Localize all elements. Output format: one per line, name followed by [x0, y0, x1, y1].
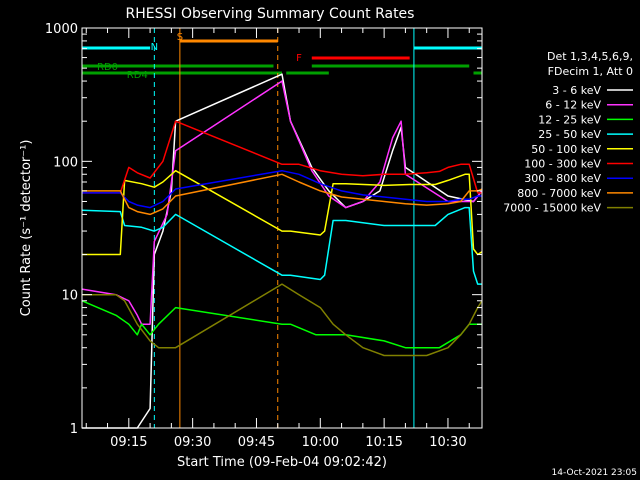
x-tick-label: 09:45	[238, 435, 275, 450]
annotation-rd0: RD0	[97, 62, 118, 73]
y-tick-label: 100	[53, 155, 78, 170]
legend-label: 300 - 800 keV	[524, 172, 601, 185]
legend-label: 12 - 25 keV	[538, 113, 601, 126]
legend-label: 6 - 12 keV	[545, 99, 601, 112]
series-line-8	[82, 283, 483, 357]
y-tick-label: 1000	[45, 22, 78, 37]
x-axis-label: Start Time (09-Feb-04 09:02:42)	[177, 455, 387, 470]
legend-label: 50 - 100 keV	[531, 143, 601, 156]
annotation-n: N	[151, 42, 158, 53]
x-tick-label: 10:15	[365, 435, 402, 450]
series-line-7	[82, 173, 483, 216]
legend-label: 100 - 300 keV	[524, 158, 601, 171]
y-axis-ticks: 1 10 100 1000	[45, 22, 482, 437]
series-line-5	[82, 120, 482, 194]
y-axis-label: Count Rate (s⁻¹ detector⁻¹)	[19, 140, 34, 317]
vertical-markers	[153, 28, 483, 428]
x-tick-label: 09:15	[110, 435, 147, 450]
legend-label: 800 - 7000 keV	[517, 187, 601, 200]
series-line-3	[81, 206, 482, 285]
legend-header-line-1: Det 1,3,4,5,6,9,	[547, 50, 633, 63]
x-tick-label: 10:00	[302, 435, 339, 450]
annotation-rd4: RD4	[127, 70, 148, 81]
series-line-2	[81, 300, 482, 349]
legend: Det 1,3,4,5,6,9, FDecim 1, Att 0 3 - 6 k…	[503, 50, 633, 215]
annotation-s: S	[177, 32, 183, 43]
legend-label: 7000 - 15000 keV	[503, 202, 601, 215]
series-line-6	[82, 169, 482, 209]
x-tick-label: 10:30	[429, 435, 466, 450]
annotations: S N F RD0 RD4	[97, 32, 302, 81]
plot-frame	[81, 27, 483, 429]
series-line-1	[81, 80, 483, 325]
legend-header-line-2: FDecim 1, Att 0	[548, 65, 633, 78]
series-line-0	[82, 73, 483, 429]
chart-title: RHESSI Observing Summary Count Rates	[126, 6, 415, 22]
x-axis-ticks: 09:15 09:30 09:45 10:00 10:15 10:30	[85, 28, 470, 450]
x-tick-label: 09:30	[174, 435, 211, 450]
y-tick-label: 10	[61, 289, 78, 304]
series-line-4	[82, 169, 483, 256]
y-tick-label: 1	[70, 422, 78, 437]
annotation-f: F	[296, 53, 302, 64]
legend-label: 25 - 50 keV	[538, 128, 601, 141]
footer-timestamp: 14-Oct-2021 23:05	[552, 468, 637, 478]
flag-bars	[82, 39, 482, 75]
series-lines	[81, 73, 483, 429]
legend-label: 3 - 6 keV	[552, 84, 601, 97]
